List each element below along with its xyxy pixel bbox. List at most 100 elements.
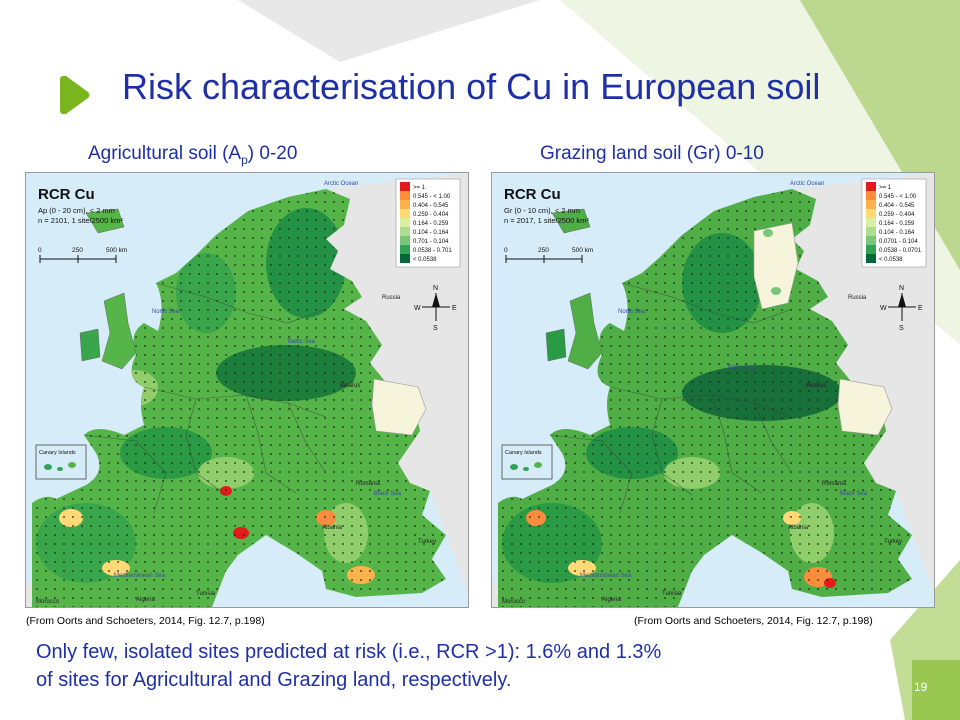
map-info-line1: Gr (0 - 10 cm), < 2 mm bbox=[504, 206, 580, 215]
scale-start-label: 0 bbox=[38, 247, 42, 254]
legend-swatch bbox=[400, 218, 410, 227]
grazing-heading-text: Grazing land soil (Gr) 0-10 bbox=[540, 143, 764, 164]
compass-west: W bbox=[414, 305, 421, 312]
label-baltic-sea: Baltic Sea bbox=[288, 339, 316, 345]
map-info-line1: Ap (0 - 20 cm), < 2 mm bbox=[38, 206, 115, 215]
agricultural-map-heading: Agricultural soil (Ap) 0-20 bbox=[88, 143, 297, 167]
no-data-area bbox=[837, 378, 893, 436]
label-turkey: Turkey bbox=[418, 539, 436, 545]
compass-east: E bbox=[452, 305, 457, 312]
label-romania: Romania bbox=[822, 481, 847, 487]
legend-swatch bbox=[866, 245, 876, 254]
conclusion-text: Only few, isolated sites predicted at ri… bbox=[36, 638, 896, 694]
label-morocco: Morocco bbox=[36, 599, 60, 605]
compass-north: N bbox=[433, 285, 438, 292]
sample-spot bbox=[763, 229, 773, 237]
legend-swatch bbox=[400, 236, 410, 245]
legend-label: 0.701 - 0.104 bbox=[413, 239, 449, 245]
legend-swatch bbox=[400, 254, 410, 263]
label-turkey: Turkey bbox=[884, 539, 902, 545]
legend-swatch bbox=[866, 227, 876, 236]
sample-spot bbox=[771, 287, 781, 295]
label-tunisia: Tunisia bbox=[662, 591, 682, 597]
great-britain-shape bbox=[101, 292, 137, 370]
great-britain-shape bbox=[567, 292, 603, 370]
agricultural-map: RCR Cu Ap (0 - 20 cm), < 2 mm n = 2101, … bbox=[26, 173, 468, 607]
label-algeria: Algeria bbox=[602, 597, 621, 603]
label-baltic-sea: Baltic Sea bbox=[728, 365, 756, 371]
legend-label: >= 1 bbox=[413, 185, 426, 191]
legend-swatch bbox=[866, 254, 876, 263]
legend-swatch bbox=[866, 236, 876, 245]
label-belarus: Belarus bbox=[340, 383, 360, 389]
label-north-sea: North Sea bbox=[152, 309, 180, 315]
map-title: RCR Cu bbox=[504, 186, 561, 203]
title-arrow-icon bbox=[60, 76, 90, 114]
compass-rose-icon: N S E W bbox=[880, 285, 923, 332]
legend-label: 0.259 - 0.404 bbox=[413, 212, 449, 218]
compass-north: N bbox=[899, 285, 904, 292]
label-arctic-ocean: Arctic Ocean bbox=[324, 181, 358, 187]
scale-end-label: 500 km bbox=[106, 247, 127, 254]
legend-label: 0.404 - 0.545 bbox=[879, 203, 915, 209]
scale-end-label: 500 km bbox=[572, 247, 593, 254]
compass-west: W bbox=[880, 305, 887, 312]
legend-label: < 0.0538 bbox=[879, 257, 903, 263]
page-number: 19 bbox=[914, 680, 928, 694]
country-labels: Russia Belarus Romania Turkey Albania Mo… bbox=[36, 295, 436, 605]
legend-label: >= 1 bbox=[879, 185, 892, 191]
label-romania: Romania bbox=[356, 481, 381, 487]
scale-bar: 0 250 500 km bbox=[504, 247, 593, 263]
legend-label: 0.545 - < 1.00 bbox=[879, 194, 917, 200]
country-borders bbox=[83, 282, 327, 514]
slide-title: Risk characterisation of Cu in European … bbox=[122, 66, 821, 107]
legend-swatch bbox=[400, 191, 410, 200]
label-black-sea: Black Sea bbox=[840, 491, 868, 497]
label-albania: Albania bbox=[322, 525, 343, 531]
country-borders bbox=[549, 282, 793, 514]
map-info-line2: n = 2017, 1 site/2500 km² bbox=[504, 216, 589, 225]
legend-swatch bbox=[400, 245, 410, 254]
place-labels: Arctic Ocean North Sea Baltic Sea Black … bbox=[580, 181, 868, 579]
scale-mid-label: 250 bbox=[72, 247, 83, 254]
scale-mid-label: 250 bbox=[538, 247, 549, 254]
map-title: RCR Cu bbox=[38, 186, 95, 203]
agricultural-heading-depth: ) 0-20 bbox=[247, 143, 298, 164]
grazing-map-panel: RCR Cu Gr (0 - 10 cm), < 2 mm n = 2017, … bbox=[491, 172, 935, 608]
legend-label: 0.104 - 0.164 bbox=[879, 230, 915, 236]
legend-label: 0.545 - < 1.00 bbox=[413, 194, 451, 200]
grazing-map: RCR Cu Gr (0 - 10 cm), < 2 mm n = 2017, … bbox=[492, 173, 934, 607]
legend-label: 0.164 - 0.259 bbox=[879, 221, 915, 227]
scale-bar: 0 250 500 km bbox=[38, 247, 127, 263]
place-labels: Arctic Ocean North Sea Baltic Sea Black … bbox=[114, 181, 402, 579]
label-black-sea: Black Sea bbox=[374, 491, 402, 497]
legend-swatch bbox=[400, 209, 410, 218]
map-info-line2: n = 2101, 1 site/2500 km² bbox=[38, 216, 123, 225]
conclusion-line1: Only few, isolated sites predicted at ri… bbox=[36, 641, 662, 663]
scale-start-label: 0 bbox=[504, 247, 508, 254]
inset-label: Canary Islands bbox=[505, 450, 542, 456]
rcr-legend: >= 1 0.545 - < 1.00 0.404 - 0.545 0.259 … bbox=[861, 178, 927, 268]
agricultural-heading-text: Agricultural soil (A bbox=[88, 143, 242, 164]
legend-label: 0.0538 - 0.0701 bbox=[879, 248, 922, 254]
inset-label: Canary Islands bbox=[39, 450, 76, 456]
label-belarus: Belarus bbox=[806, 383, 826, 389]
grazing-source-caption: (From Oorts and Schoeters, 2014, Fig. 12… bbox=[634, 615, 873, 627]
legend-label: 0.0538 - 0.701 bbox=[413, 248, 452, 254]
legend-swatch bbox=[866, 209, 876, 218]
rcr-legend: >= 1 0.545 - < 1.00 0.404 - 0.545 0.259 … bbox=[395, 178, 461, 268]
legend-label: < 0.0538 bbox=[413, 257, 437, 263]
legend-swatch bbox=[866, 182, 876, 191]
agricultural-source-caption: (From Oorts and Schoeters, 2014, Fig. 12… bbox=[26, 615, 265, 627]
compass-south: S bbox=[433, 325, 438, 332]
label-albania: Albania bbox=[788, 525, 809, 531]
no-data-area-finland bbox=[753, 222, 799, 310]
label-mediterranean: Mediterranean Sea bbox=[114, 573, 166, 579]
compass-south: S bbox=[899, 325, 904, 332]
legend-label: 0.259 - 0.404 bbox=[879, 212, 915, 218]
legend-label: 0.104 - 0.164 bbox=[413, 230, 449, 236]
label-russia: Russia bbox=[382, 295, 401, 301]
agricultural-heading-subscript: p bbox=[241, 152, 248, 167]
compass-rose-icon: N S E W bbox=[414, 285, 457, 332]
no-data-area bbox=[371, 378, 427, 436]
